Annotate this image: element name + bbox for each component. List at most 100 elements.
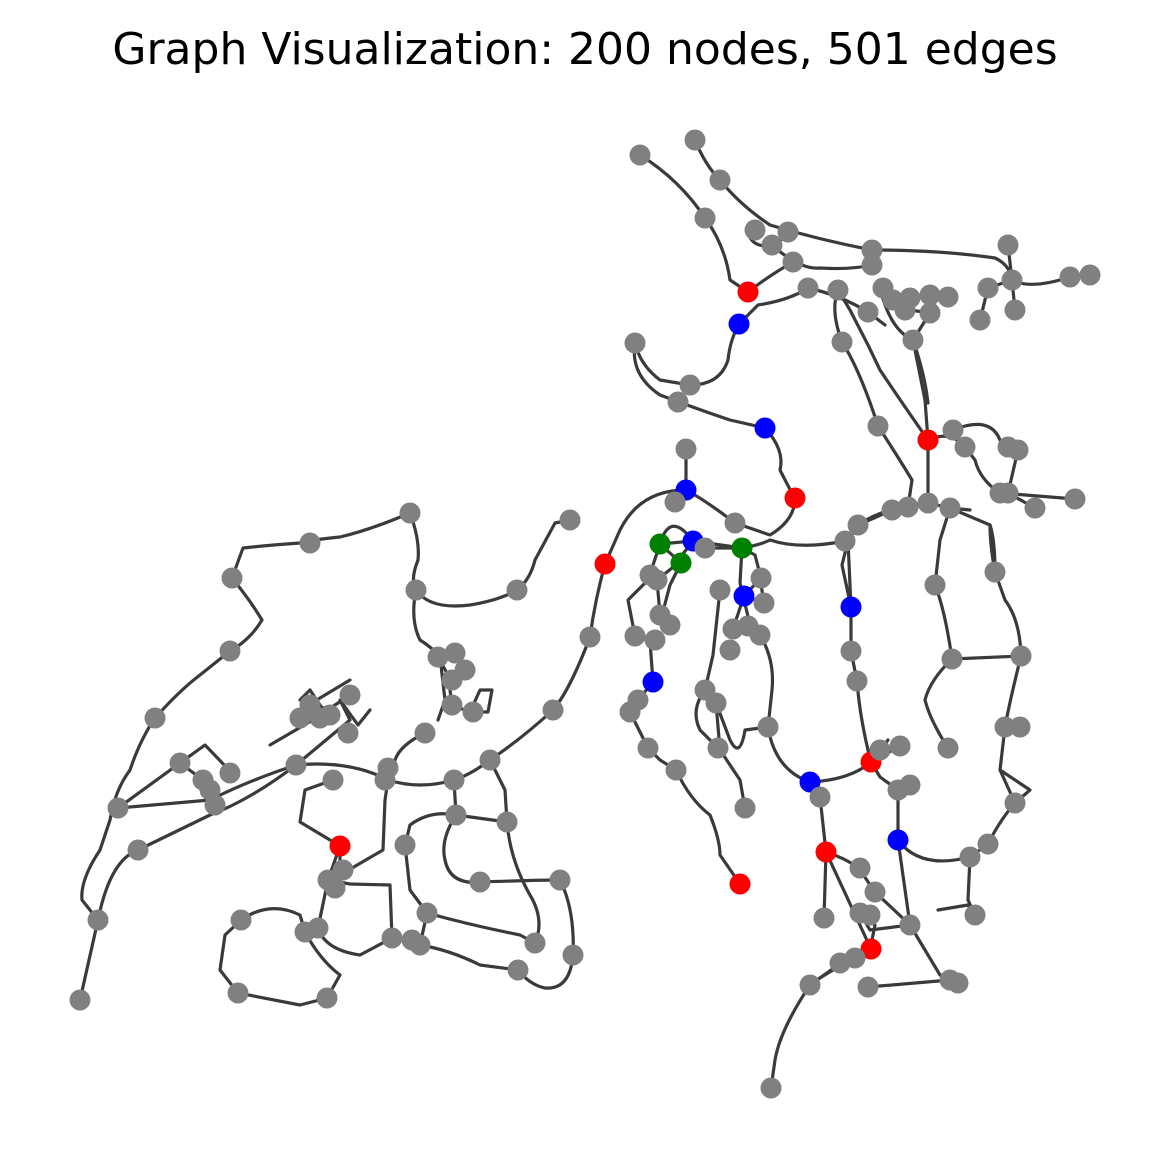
graph-node (977, 277, 999, 299)
graph-node (659, 614, 681, 636)
graph-edge (515, 518, 572, 592)
graph-edge (236, 991, 329, 1007)
graph-node-red (784, 487, 806, 509)
graph-edge (758, 633, 812, 784)
graph-node (707, 737, 729, 759)
graph-node (861, 254, 883, 276)
graph-node (227, 982, 249, 1004)
graph-edge (688, 322, 741, 387)
graph-node (897, 496, 919, 518)
graph-edge (978, 243, 1014, 322)
graph-node (1010, 645, 1032, 667)
graph-node-blue (754, 417, 776, 439)
graph-node (221, 567, 243, 589)
graph-node-blue (733, 585, 755, 607)
graph-edge (714, 701, 770, 750)
graph-edge (218, 918, 243, 995)
graph-node (299, 532, 321, 554)
graph-node (285, 754, 307, 776)
graph-node (919, 302, 941, 324)
graph-node (997, 482, 1019, 504)
graph-node-red (917, 429, 939, 451)
graph-node-red (729, 873, 751, 895)
graph-node (749, 624, 771, 646)
graph-node (694, 537, 716, 559)
graph-node (381, 927, 403, 949)
graph-edge (418, 943, 520, 972)
graph-node (937, 737, 959, 759)
graph-node (629, 144, 651, 166)
graph-node (87, 909, 109, 931)
graph-edge (303, 930, 342, 1000)
graph-node (861, 239, 883, 261)
graph-node-blue (642, 671, 664, 693)
graph-node (917, 492, 939, 514)
graph-node (1059, 266, 1081, 288)
graph-node (984, 561, 1006, 583)
graph-node (414, 722, 436, 744)
graph-node (169, 752, 191, 774)
graph-node (337, 722, 359, 744)
graph-edge (454, 758, 509, 824)
graph-node (204, 794, 226, 816)
graph-node-red (815, 841, 837, 863)
graph-node (919, 284, 941, 306)
graph-node (724, 512, 746, 534)
graph-node (849, 857, 871, 879)
graph-node (549, 869, 571, 891)
graph-node (441, 694, 463, 716)
graph-node (307, 917, 329, 939)
graph-edge (950, 654, 1023, 661)
graph-edge (425, 911, 537, 945)
graph-node-red (329, 835, 351, 857)
graph-node (964, 904, 986, 926)
graph-node (399, 502, 421, 524)
graph-node (219, 640, 241, 662)
graph-node (507, 959, 529, 981)
graph-node (219, 762, 241, 784)
graph-node (562, 944, 584, 966)
graph-node (757, 716, 779, 738)
graph-node (899, 914, 921, 936)
graph-node (319, 704, 341, 726)
graph-node (664, 491, 686, 513)
graph-node (937, 286, 959, 308)
graph-node (1024, 497, 1046, 519)
graph-edge (948, 506, 1023, 658)
graph-node (947, 972, 969, 994)
graph-edge (674, 768, 742, 886)
graph-node (409, 934, 431, 956)
graph-edge (733, 496, 797, 537)
graph-edge (833, 288, 914, 509)
graph-node (869, 739, 891, 761)
graph-node (977, 833, 999, 855)
graph-edge (822, 850, 828, 920)
graph-node (506, 579, 528, 601)
graph-node (840, 640, 862, 662)
graph-edge (96, 763, 298, 922)
graph-node (864, 881, 886, 903)
graph-node (902, 329, 924, 351)
graph-node (709, 169, 731, 191)
graph-node (924, 574, 946, 596)
graph-node (760, 1077, 782, 1099)
graph-node (416, 902, 438, 924)
graph-node (997, 234, 1019, 256)
graph-node (994, 716, 1016, 738)
graph-node (559, 509, 581, 531)
graph-node (813, 907, 835, 929)
graph-node (1004, 792, 1026, 814)
graph-node (847, 514, 869, 536)
graph-node (441, 669, 463, 691)
graph-node (829, 952, 851, 974)
graph-node (753, 592, 775, 614)
graph-node (809, 786, 831, 808)
graph-edge (846, 539, 853, 609)
graph-node (644, 629, 666, 651)
graph-edge (986, 654, 1023, 846)
graph-node (1064, 488, 1086, 510)
graph-node (579, 626, 601, 648)
graph-node (709, 579, 731, 601)
graph-node (665, 759, 687, 781)
graph-edge (870, 248, 1092, 286)
